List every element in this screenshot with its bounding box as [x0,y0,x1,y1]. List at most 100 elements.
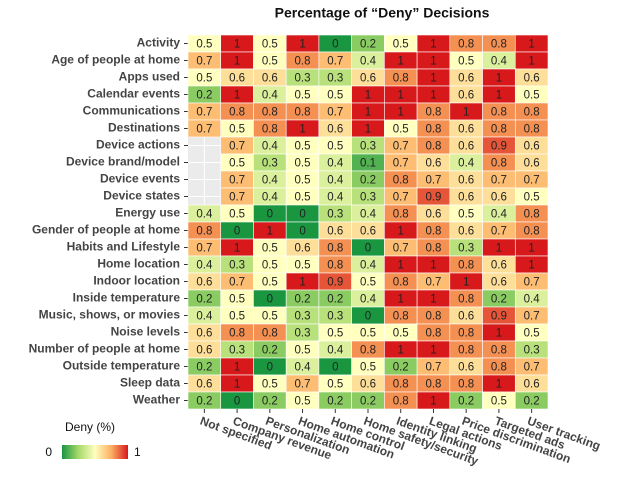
cell-label: 1 [398,56,404,68]
cell-label: 0.5 [262,56,278,68]
cell-label: 0.3 [295,311,311,323]
cell-label: 0.2 [327,294,343,306]
cell-label: 0.5 [524,192,540,204]
cell-label: 0.6 [196,277,212,289]
cell-label: 0.7 [229,141,245,153]
cell-label: 0.7 [425,277,441,289]
cell-label: 0.6 [360,379,376,391]
cell-label: 0.2 [196,396,212,408]
cell-label: 0.2 [196,362,212,374]
y-tick-label: Sleep data [120,376,180,390]
colorbar-label: 0 [45,445,52,459]
cell-label: 0 [299,209,305,221]
cell-label: 0.7 [327,107,343,119]
cell-label: 0.8 [327,260,343,272]
cell-label: 0.2 [360,396,376,408]
cell-label: 1 [299,124,305,136]
y-tick-label: Device states [103,189,180,203]
cell-label: 1 [496,379,502,391]
cell-label: 0.5 [491,396,507,408]
cell-label: 0.5 [393,39,409,51]
cell-label: 0.4 [327,158,344,170]
cell-label: 0.5 [196,39,212,51]
cell-label: 0.2 [295,294,311,306]
cell-label: 0 [267,294,273,306]
cell-label: 0.4 [196,209,213,221]
cell-label: 0.8 [295,56,311,68]
cell-label: 0.2 [458,396,474,408]
cell-label: 0.3 [262,158,278,170]
cell-label: 1 [430,294,436,306]
cell-label: 0.9 [491,141,507,153]
cell-label: 0 [332,39,338,51]
cell-label: 0.7 [196,56,212,68]
cell-label: 0.6 [196,345,212,357]
cell-label: 0.6 [262,73,278,85]
cell-label: 0.6 [458,124,474,136]
cell-label: 0.4 [360,294,377,306]
cell-label: 0.7 [393,158,409,170]
cell-label: 1 [398,90,404,102]
y-tick-label: Inside temperature [73,291,181,305]
cell-label: 0 [365,243,371,255]
cell-label: 0.8 [393,209,409,221]
cell-label: 0 [299,226,305,238]
cell-label: 0.6 [524,73,540,85]
cell-label: 1 [234,362,240,374]
cell-label: 1 [299,39,305,51]
cell-label: 1 [496,243,502,255]
cell-label: 0.6 [327,226,343,238]
y-tick-label: Destinations [108,121,180,135]
cell-label: 0.5 [524,328,540,340]
cell-label: 0.7 [196,124,212,136]
cell-label: 0.4 [327,192,344,204]
cell-label: 0.5 [393,124,409,136]
cell-label: 0.5 [295,90,311,102]
cell-label: 0 [234,226,240,238]
cell-label: 0.6 [491,192,507,204]
cell-label: 0.7 [393,141,409,153]
cell-label: 0 [267,362,273,374]
cell-label: 0.5 [295,396,311,408]
y-tick-label: Apps used [119,70,180,84]
cell-label: 0.7 [524,311,540,323]
cell-label: 0.4 [524,294,541,306]
cell-label: 0.4 [327,175,344,187]
cell-label: 1 [234,56,240,68]
cell-label: 0.7 [196,243,212,255]
cell-label: 0.4 [262,141,279,153]
cell-label: 0.3 [458,243,474,255]
cell-label: 1 [528,56,534,68]
cell-label: 0.5 [262,39,278,51]
cell-label: 0.4 [458,158,475,170]
cell-label: 1 [528,260,534,272]
y-tick-label: Device brand/model [66,155,180,169]
cell-label: 0.5 [262,260,278,272]
cell-label: 0.4 [262,175,279,187]
cell-label: 0.3 [229,260,245,272]
cell-label: 0.7 [393,243,409,255]
cell-label: 0.7 [491,226,507,238]
cell-label: 1 [234,90,240,102]
cell-label: 0.6 [491,277,507,289]
cell-label: 1 [528,243,534,255]
cell-label: 0.6 [425,158,441,170]
cell-label: 0.6 [295,243,311,255]
cell-label: 0.5 [524,90,540,102]
cell-label: 1 [430,345,436,357]
cell-label: 1 [496,73,502,85]
cell-label: 0.5 [262,311,278,323]
colorbar-title: Deny (%) [65,420,115,434]
cell-label: 0.5 [262,379,278,391]
y-tick-label: Gender of people at home [32,223,180,237]
y-tick-label: Home location [97,257,180,271]
cell-label: 0.8 [425,141,441,153]
cell-label: 0.8 [425,243,441,255]
y-tick-label: Communications [83,104,181,118]
cell-label: 0.2 [360,175,376,187]
cell-label: 1 [365,124,371,136]
cell-label: 0.8 [425,311,441,323]
cell-label: 0.8 [262,107,278,119]
cell-label: 0.8 [425,379,441,391]
cell-label: 1 [398,345,404,357]
